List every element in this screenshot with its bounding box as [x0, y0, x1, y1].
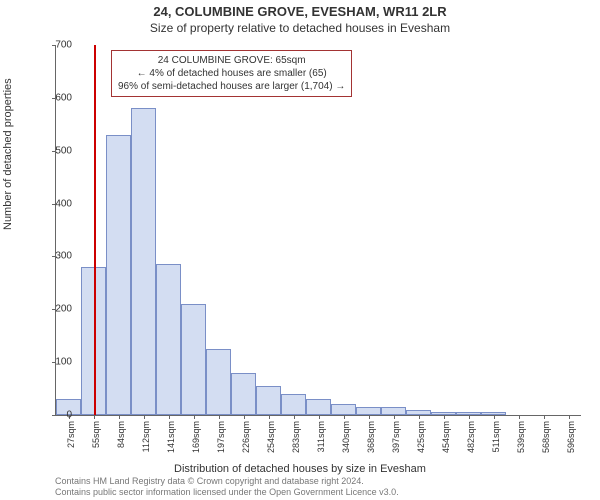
- infobox-line-3: 96% of semi-detached houses are larger (…: [118, 80, 345, 93]
- footer-line-1: Contains HM Land Registry data © Crown c…: [55, 476, 399, 487]
- x-tick-mark: [319, 415, 320, 419]
- plot-area: 27sqm55sqm84sqm112sqm141sqm169sqm197sqm2…: [55, 45, 581, 416]
- histogram-bar: [231, 373, 256, 415]
- x-tick-mark: [144, 415, 145, 419]
- x-tick-label: 55sqm: [91, 421, 101, 448]
- infobox-line-2: ← 4% of detached houses are smaller (65): [118, 67, 345, 80]
- histogram-bar: [256, 386, 281, 415]
- x-tick-mark: [469, 415, 470, 419]
- histogram-bar: [106, 135, 131, 415]
- x-tick-label: 254sqm: [266, 421, 276, 453]
- y-tick-label: 400: [42, 198, 72, 209]
- y-tick-label: 100: [42, 357, 72, 368]
- histogram-bar: [331, 404, 356, 415]
- x-tick-label: 197sqm: [216, 421, 226, 453]
- histogram-bar: [281, 394, 306, 415]
- x-tick-label: 425sqm: [416, 421, 426, 453]
- x-tick-label: 84sqm: [116, 421, 126, 448]
- x-tick-mark: [519, 415, 520, 419]
- x-tick-mark: [544, 415, 545, 419]
- y-tick-label: 600: [42, 92, 72, 103]
- x-tick-label: 397sqm: [391, 421, 401, 453]
- x-tick-mark: [94, 415, 95, 419]
- x-tick-mark: [269, 415, 270, 419]
- histogram-bar: [306, 399, 331, 415]
- x-tick-mark: [369, 415, 370, 419]
- x-tick-label: 368sqm: [366, 421, 376, 453]
- x-tick-label: 539sqm: [516, 421, 526, 453]
- x-tick-label: 112sqm: [141, 421, 151, 452]
- y-tick-label: 200: [42, 304, 72, 315]
- y-tick-label: 700: [42, 40, 72, 51]
- chart-subtitle: Size of property relative to detached ho…: [0, 19, 600, 35]
- property-marker-line: [94, 45, 96, 415]
- x-tick-label: 454sqm: [441, 421, 451, 453]
- x-tick-label: 226sqm: [241, 421, 251, 453]
- x-tick-mark: [394, 415, 395, 419]
- x-tick-label: 283sqm: [291, 421, 301, 453]
- histogram-bar: [181, 304, 206, 415]
- histogram-bar: [381, 407, 406, 415]
- x-axis-label: Distribution of detached houses by size …: [0, 463, 600, 475]
- x-tick-label: 340sqm: [341, 421, 351, 453]
- x-tick-mark: [219, 415, 220, 419]
- x-tick-mark: [344, 415, 345, 419]
- property-info-box: 24 COLUMBINE GROVE: 65sqm← 4% of detache…: [111, 50, 352, 97]
- infobox-line-1: 24 COLUMBINE GROVE: 65sqm: [118, 54, 345, 67]
- y-tick-label: 0: [42, 410, 72, 421]
- chart-title-address: 24, COLUMBINE GROVE, EVESHAM, WR11 2LR: [0, 0, 600, 19]
- x-tick-label: 311sqm: [316, 421, 326, 452]
- x-tick-label: 511sqm: [491, 421, 501, 452]
- x-tick-mark: [244, 415, 245, 419]
- y-tick-label: 500: [42, 145, 72, 156]
- x-tick-label: 141sqm: [166, 421, 176, 453]
- histogram-bar: [131, 108, 156, 415]
- x-tick-mark: [169, 415, 170, 419]
- x-tick-label: 169sqm: [191, 421, 201, 453]
- x-tick-mark: [444, 415, 445, 419]
- attribution-footer: Contains HM Land Registry data © Crown c…: [55, 476, 399, 498]
- x-tick-label: 482sqm: [466, 421, 476, 453]
- x-tick-label: 596sqm: [566, 421, 576, 453]
- histogram-bar: [356, 407, 381, 415]
- x-tick-mark: [419, 415, 420, 419]
- y-axis-label: Number of detached properties: [2, 78, 14, 230]
- x-tick-label: 27sqm: [66, 421, 76, 448]
- x-tick-mark: [494, 415, 495, 419]
- histogram-bar: [206, 349, 231, 415]
- footer-line-2: Contains public sector information licen…: [55, 487, 399, 498]
- y-tick-label: 300: [42, 251, 72, 262]
- histogram-bar: [156, 264, 181, 415]
- x-tick-mark: [569, 415, 570, 419]
- x-tick-mark: [294, 415, 295, 419]
- x-tick-label: 568sqm: [541, 421, 551, 453]
- x-tick-mark: [119, 415, 120, 419]
- x-tick-mark: [194, 415, 195, 419]
